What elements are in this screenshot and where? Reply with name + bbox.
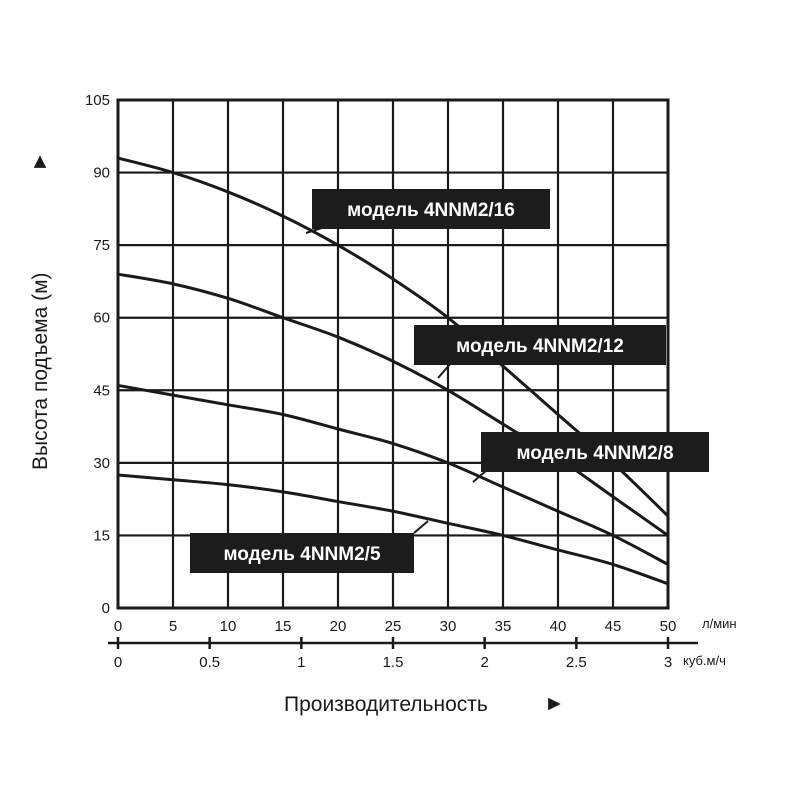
series-curve [116,383,670,566]
x-tick-label: 40 [550,618,567,635]
x2-tick-label: 2 [480,654,488,671]
y-tick-label: 75 [93,237,110,254]
series-label: модель 4NNM2/12 [414,325,666,379]
series-label: модель 4NNM2/5 [190,520,429,573]
x-tick-label: 25 [385,618,402,635]
x2-tick-labels: 0 0.5 1 1.5 2 2.5 3 [108,637,698,671]
series-curve [116,473,670,586]
x2-tick-label: 1.5 [383,654,404,671]
x-axis-title-text: Производительность [284,693,488,716]
x2-unit-label: куб.м/ч [683,653,726,668]
y-tick-label: 60 [93,310,110,327]
y-tick-labels: 0 15 30 45 60 75 90 105 [85,92,110,617]
x-tick-label: 20 [330,618,347,635]
x-tick-label: 5 [169,618,177,635]
x-tick-label: 45 [605,618,622,635]
x-tick-labels: 0 5 10 15 20 25 30 35 40 45 50 [114,618,677,635]
y-tick-label: 45 [93,382,110,399]
series-label-text: модель 4NNM2/12 [456,336,624,357]
x-tick-label: 0 [114,618,122,635]
x2-tick-label: 3 [664,654,672,671]
series-label-text: модель 4NNM2/8 [516,443,673,464]
series-label: модель 4NNM2/8 [472,432,709,483]
series-label-text: модель 4NNM2/5 [223,544,380,565]
y-axis-title: Высота подъема (м) ► [28,151,52,470]
x-tick-label: 30 [440,618,457,635]
y-axis-title-text: Высота подъема (м) [29,272,52,470]
x-tick-label: 50 [660,618,677,635]
label-box [312,189,550,229]
series-label: модель 4NNM2/16 [305,189,550,234]
x-tick-label: 35 [495,618,512,635]
x-tick-label: 10 [220,618,237,635]
series-label-text: модель 4NNM2/16 [347,200,515,221]
x-unit-label: л/мин [702,616,737,631]
plot-frame [116,98,670,610]
x-tick-label: 15 [275,618,292,635]
x-axis-arrow: ► [544,692,565,715]
x2-tick-label: 0.5 [199,654,220,671]
x2-tick-label: 0 [114,654,122,671]
x-axis-title: Производительность ► [284,692,565,716]
label-leader-line [413,520,429,534]
label-box [414,325,666,365]
y-tick-label: 0 [102,600,110,617]
x2-tick-label: 2.5 [566,654,587,671]
series-curve [116,272,670,537]
y-tick-label: 90 [93,165,110,182]
y-tick-label: 15 [93,527,110,544]
y-tick-label: 30 [93,455,110,472]
y-tick-label: 105 [85,92,110,109]
series-labels: модель 4NNM2/16 модель 4NNM2/12 модель 4NN… [190,189,709,573]
label-box [190,533,414,573]
y-axis-arrow: ► [28,151,51,172]
x2-tick-label: 1 [297,654,305,671]
label-box [481,432,709,472]
